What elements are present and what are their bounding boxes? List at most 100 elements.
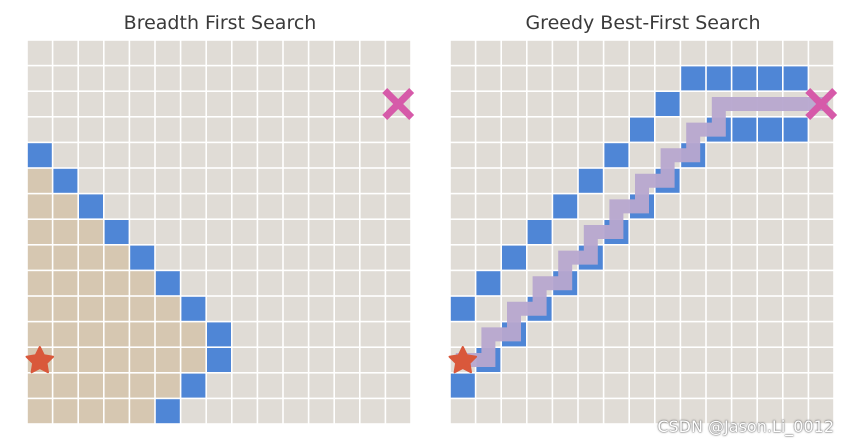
- explored-cell: [155, 348, 180, 372]
- explored-cell: [130, 399, 155, 424]
- grid-cell: [360, 117, 385, 142]
- grid-cell: [335, 322, 359, 347]
- grid-cell: [553, 348, 578, 372]
- explored-cell: [79, 322, 103, 347]
- grid-cell: [207, 168, 231, 193]
- grid-cell: [502, 220, 526, 244]
- frontier-cell: [207, 348, 231, 372]
- grid-cell: [604, 168, 629, 193]
- frontier-cell: [655, 92, 680, 116]
- grid-cell: [783, 296, 808, 321]
- grid-cell: [604, 373, 629, 398]
- grid-cell: [809, 296, 834, 321]
- grid-cell: [630, 40, 654, 65]
- grid-cell: [604, 117, 629, 142]
- grid-cell: [783, 245, 808, 270]
- grid-cell: [732, 296, 757, 321]
- grid-cell: [809, 271, 834, 296]
- grid-cell: [809, 245, 834, 270]
- grid-cell: [527, 40, 552, 65]
- grid-cell: [155, 194, 180, 219]
- grid-cell: [386, 168, 411, 193]
- explored-cell: [104, 373, 129, 398]
- grid-cell: [258, 66, 283, 91]
- grid-cell: [553, 322, 578, 347]
- grid-cell: [207, 92, 231, 116]
- explored-cell: [181, 348, 206, 372]
- grid-cell: [553, 40, 578, 65]
- grid-cell: [104, 143, 129, 168]
- grid-cell: [207, 245, 231, 270]
- grid-cell: [104, 194, 129, 219]
- grid-cell: [309, 296, 334, 321]
- grid-cell: [207, 117, 231, 142]
- grid-cell: [476, 194, 501, 219]
- grid-cell: [27, 40, 52, 65]
- grid-cell: [386, 271, 411, 296]
- grid-cell: [360, 271, 385, 296]
- grid-cell: [783, 322, 808, 347]
- grid-cell: [578, 40, 603, 65]
- grid-cell: [207, 296, 231, 321]
- grid-cell: [360, 245, 385, 270]
- explored-cell: [181, 322, 206, 347]
- grid-cell: [283, 296, 308, 321]
- grid-cell: [104, 92, 129, 116]
- grid-cell: [553, 66, 578, 91]
- grid-cell: [79, 40, 103, 65]
- frontier-cell: [681, 66, 706, 91]
- grid-cell: [681, 271, 706, 296]
- frontier-cell: [630, 117, 654, 142]
- grid-cell: [758, 168, 782, 193]
- grid-cell: [783, 168, 808, 193]
- grid-cell: [502, 143, 526, 168]
- grid-cell: [578, 143, 603, 168]
- grid-cell: [258, 143, 283, 168]
- grid-cell: [258, 168, 283, 193]
- grid-cell: [706, 348, 731, 372]
- grid-cell: [232, 92, 257, 116]
- grid-cell: [809, 168, 834, 193]
- grid-cell: [79, 168, 103, 193]
- grid-cell: [155, 245, 180, 270]
- grid-cell: [335, 143, 359, 168]
- grid-cell: [553, 296, 578, 321]
- grid-cell: [681, 399, 706, 424]
- grid-cell: [476, 92, 501, 116]
- grid-cell: [655, 399, 680, 424]
- grid-cell: [809, 373, 834, 398]
- grid-cell: [706, 194, 731, 219]
- grid-cell: [335, 117, 359, 142]
- grid-cell: [783, 373, 808, 398]
- grid-cell: [655, 373, 680, 398]
- grid-cell: [232, 373, 257, 398]
- grid-cell: [360, 220, 385, 244]
- grid-cell: [681, 296, 706, 321]
- grid-cell: [283, 373, 308, 398]
- grid-cell: [360, 322, 385, 347]
- grid-cell: [232, 168, 257, 193]
- grid-cell: [681, 348, 706, 372]
- grid-cell: [655, 296, 680, 321]
- explored-cell: [104, 348, 129, 372]
- grid-cell: [386, 348, 411, 372]
- grid-cell: [758, 348, 782, 372]
- grid-cell: [335, 168, 359, 193]
- grid-cell: [809, 220, 834, 244]
- grid-cell: [655, 245, 680, 270]
- grid-cell: [232, 66, 257, 91]
- grid-cell: [232, 245, 257, 270]
- grid-cell: [732, 322, 757, 347]
- grid-cell: [232, 348, 257, 372]
- grid-cell: [335, 399, 359, 424]
- grid-cell: [630, 322, 654, 347]
- grid-cell: [630, 245, 654, 270]
- grid-cell: [655, 117, 680, 142]
- grid-cell: [732, 399, 757, 424]
- grid-cell: [604, 348, 629, 372]
- grid-cell: [604, 40, 629, 65]
- grid-cell: [53, 143, 78, 168]
- grid-cell: [309, 40, 334, 65]
- frontier-cell: [450, 373, 475, 398]
- grid-cell: [155, 220, 180, 244]
